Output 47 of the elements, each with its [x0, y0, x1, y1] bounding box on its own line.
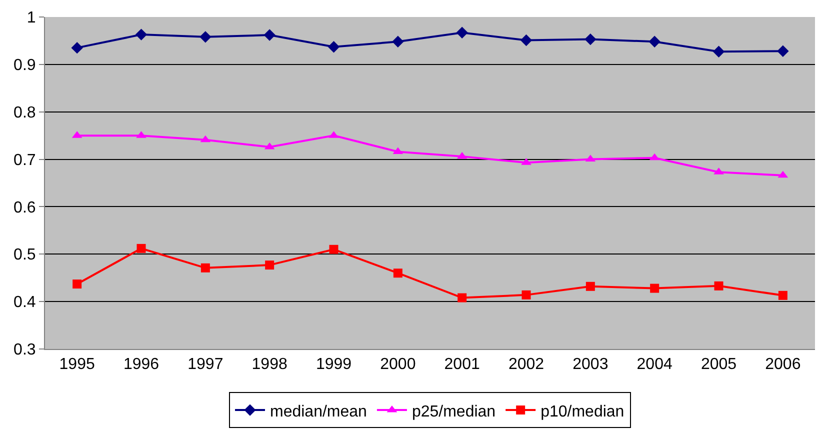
point	[712, 46, 725, 58]
point	[136, 244, 146, 253]
point	[648, 36, 660, 48]
point	[458, 293, 467, 302]
x-tick-label: 2004	[636, 356, 672, 374]
point	[392, 36, 404, 48]
point	[135, 28, 148, 40]
point	[650, 284, 660, 293]
x-tick-label: 1996	[123, 356, 160, 374]
x-tick-label: 1998	[252, 356, 288, 374]
point	[456, 26, 468, 38]
legend-label: p10/median	[540, 403, 624, 420]
y-tick-label: 0.3	[14, 342, 36, 359]
point	[200, 31, 212, 43]
point	[778, 290, 788, 300]
point	[200, 263, 210, 272]
point	[584, 33, 596, 46]
point	[393, 268, 402, 278]
point	[264, 29, 276, 41]
point	[522, 290, 531, 300]
legend-label: p25/median	[412, 403, 496, 420]
x-tick-label: 2000	[380, 356, 416, 374]
y-tick-label: 0.8	[14, 104, 36, 122]
y-tick-label: 0.4	[14, 294, 36, 312]
x-tick-label: 1999	[316, 356, 352, 374]
y-tick-label: 0.9	[14, 57, 36, 74]
y-tick-label: 0.6	[14, 199, 36, 216]
x-tick-label: 2002	[508, 356, 544, 374]
legend-label: median/mean	[270, 403, 367, 420]
point	[329, 244, 338, 254]
x-tick-label: 1995	[59, 356, 95, 374]
point	[328, 41, 340, 53]
point	[72, 280, 82, 289]
x-tick-label: 2006	[765, 356, 801, 374]
point	[777, 45, 789, 57]
point	[714, 281, 724, 290]
x-tick-label: 2003	[572, 356, 608, 374]
y-tick-label: 0.7	[14, 152, 36, 169]
x-tick-label: 2001	[444, 356, 480, 374]
x-tick-label: 2005	[700, 356, 737, 374]
point	[586, 282, 595, 291]
y-tick-label: 1	[26, 10, 36, 27]
point	[520, 34, 532, 46]
y-tick-label: 0.5	[14, 246, 36, 264]
x-tick-label: 1997	[188, 356, 224, 374]
point	[71, 42, 83, 54]
point	[265, 260, 274, 270]
